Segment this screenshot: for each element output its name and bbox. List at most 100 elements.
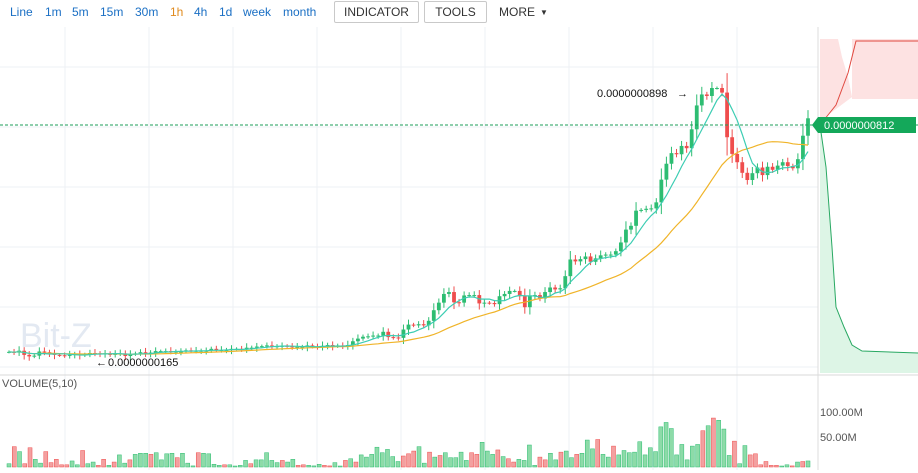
candle-body <box>254 346 259 348</box>
timeframe-5m[interactable]: 5m <box>72 5 89 19</box>
volume-bar <box>17 451 22 468</box>
volume-bar <box>627 452 632 468</box>
candle-body <box>689 129 694 149</box>
price-chart[interactable]: Bit-Z 0.0000000812 0.0000000898 → ← 0.00… <box>0 27 918 473</box>
volume-bar <box>584 439 590 468</box>
current-price-label: 0.0000000812 <box>824 120 894 132</box>
candle-body <box>361 336 365 339</box>
candle-body <box>730 137 735 154</box>
timeframe-15m[interactable]: 15m <box>100 5 124 19</box>
candle-body <box>750 173 755 181</box>
candle-body <box>441 293 446 303</box>
volume-bar <box>411 450 417 468</box>
volume-bar <box>506 458 511 468</box>
candle-body <box>745 172 750 181</box>
volume-bar <box>768 465 774 468</box>
volume-bar <box>322 465 327 468</box>
volume-bar <box>558 451 564 468</box>
current-price-tag: 0.0000000812 <box>812 117 916 133</box>
volume-bar <box>85 463 91 468</box>
candle-body <box>790 166 795 169</box>
candle-body <box>624 229 628 243</box>
candle-body <box>391 337 396 339</box>
volume-axis-label-100m: 100.00M <box>820 407 863 419</box>
candle-body <box>608 254 613 256</box>
candle-body <box>588 256 593 262</box>
candle-body <box>603 254 608 256</box>
volume-bar <box>637 441 643 468</box>
candle-body <box>411 324 416 326</box>
volume-bar <box>64 464 70 468</box>
indicator-button[interactable]: INDICATOR <box>334 1 419 23</box>
timeframe-1m[interactable]: 1m <box>45 5 62 19</box>
candle-body <box>42 351 47 353</box>
candle-body <box>740 162 745 173</box>
volume-bar <box>464 460 469 468</box>
candle-body <box>664 163 669 180</box>
candle-body <box>310 345 315 347</box>
candle-body <box>548 287 552 293</box>
tools-button[interactable]: TOOLS <box>424 1 487 23</box>
timeframe-4h[interactable]: 4h <box>194 5 208 19</box>
candle-body <box>785 162 790 166</box>
timeframe-1d[interactable]: 1d <box>219 5 233 19</box>
volume-bar <box>590 448 595 468</box>
volume-bar <box>280 460 285 468</box>
arrow-right-icon: → <box>677 88 688 100</box>
candle-body <box>350 341 355 346</box>
candle-body <box>710 88 714 96</box>
volume-bar <box>327 465 332 468</box>
timeframe-1h[interactable]: 1h <box>170 5 184 19</box>
volume-bar <box>316 464 322 468</box>
volume-bar <box>138 453 143 468</box>
volume-bar <box>6 463 12 468</box>
volume-bar <box>374 446 380 468</box>
timeframe-line[interactable]: Line <box>10 5 33 19</box>
volume-bar <box>553 459 558 468</box>
caret-down-icon: ▼ <box>540 8 548 17</box>
volume-bar <box>658 426 664 468</box>
volume-bar <box>469 452 474 468</box>
volume-indicator-label: VOLUME(5,10) <box>2 378 78 390</box>
candle-body <box>795 159 800 169</box>
volume-bar <box>726 455 732 468</box>
candle-body <box>568 259 573 277</box>
candle-body <box>684 145 689 149</box>
volume-bar <box>295 465 301 468</box>
candle-body <box>613 251 618 255</box>
volume-bar <box>779 465 784 468</box>
volume-bar <box>537 456 543 468</box>
volume-bar <box>416 446 422 468</box>
volume-bar <box>285 461 290 468</box>
volume-bar <box>101 459 106 468</box>
volume-bar <box>301 464 306 468</box>
volume-bar <box>90 461 96 468</box>
more-menu[interactable]: MORE ▼ <box>499 5 548 20</box>
volume-bar <box>642 454 648 468</box>
candle-body <box>502 293 507 297</box>
volume-bar <box>153 452 159 468</box>
volume-bar <box>337 465 343 468</box>
bid-depth-area <box>820 125 918 373</box>
volume-bar <box>27 447 33 468</box>
volume-bar <box>805 460 811 468</box>
candle-body <box>265 345 269 347</box>
volume-bar <box>548 453 553 468</box>
volume-bar <box>243 460 248 468</box>
volume-bar <box>248 463 254 468</box>
timeframe-30m[interactable]: 30m <box>135 5 159 19</box>
candle-body <box>27 354 32 357</box>
volume-bar <box>516 459 522 468</box>
candle-body <box>699 94 704 106</box>
candle-body <box>371 335 376 337</box>
timeframe-week[interactable]: week <box>243 5 272 19</box>
watermark-text: Bit-Z <box>20 317 92 355</box>
timeframe-month[interactable]: month <box>283 5 317 19</box>
candle-body <box>386 331 391 338</box>
volume-bar <box>695 444 700 468</box>
high-marker: 0.0000000898 → <box>597 88 688 100</box>
candle-body <box>472 295 477 297</box>
volume-bar <box>122 462 127 468</box>
volume-bar <box>400 455 406 468</box>
volume-bar <box>453 457 459 468</box>
